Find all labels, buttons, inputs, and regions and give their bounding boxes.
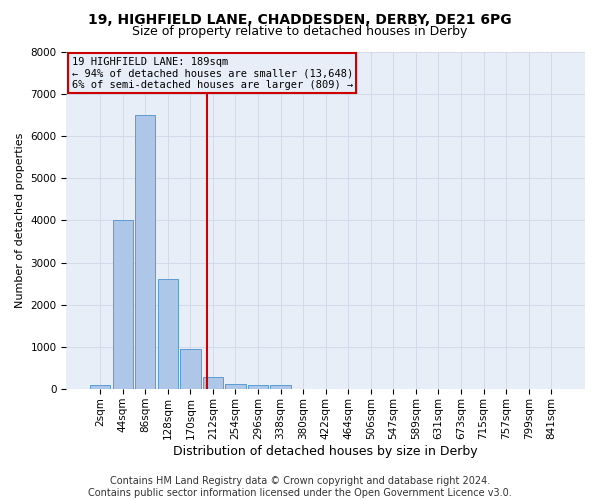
Bar — [226, 384, 245, 389]
Text: 19 HIGHFIELD LANE: 189sqm
← 94% of detached houses are smaller (13,648)
6% of se: 19 HIGHFIELD LANE: 189sqm ← 94% of detac… — [71, 56, 353, 90]
Bar — [248, 385, 268, 389]
X-axis label: Distribution of detached houses by size in Derby: Distribution of detached houses by size … — [173, 444, 478, 458]
Bar — [90, 385, 110, 389]
Bar — [180, 349, 200, 389]
Bar — [135, 115, 155, 389]
Bar — [113, 220, 133, 389]
Y-axis label: Number of detached properties: Number of detached properties — [15, 132, 25, 308]
Text: Size of property relative to detached houses in Derby: Size of property relative to detached ho… — [133, 25, 467, 38]
Text: 19, HIGHFIELD LANE, CHADDESDEN, DERBY, DE21 6PG: 19, HIGHFIELD LANE, CHADDESDEN, DERBY, D… — [88, 12, 512, 26]
Bar — [158, 280, 178, 389]
Bar — [271, 385, 291, 389]
Bar — [203, 376, 223, 389]
Text: Contains HM Land Registry data © Crown copyright and database right 2024.
Contai: Contains HM Land Registry data © Crown c… — [88, 476, 512, 498]
